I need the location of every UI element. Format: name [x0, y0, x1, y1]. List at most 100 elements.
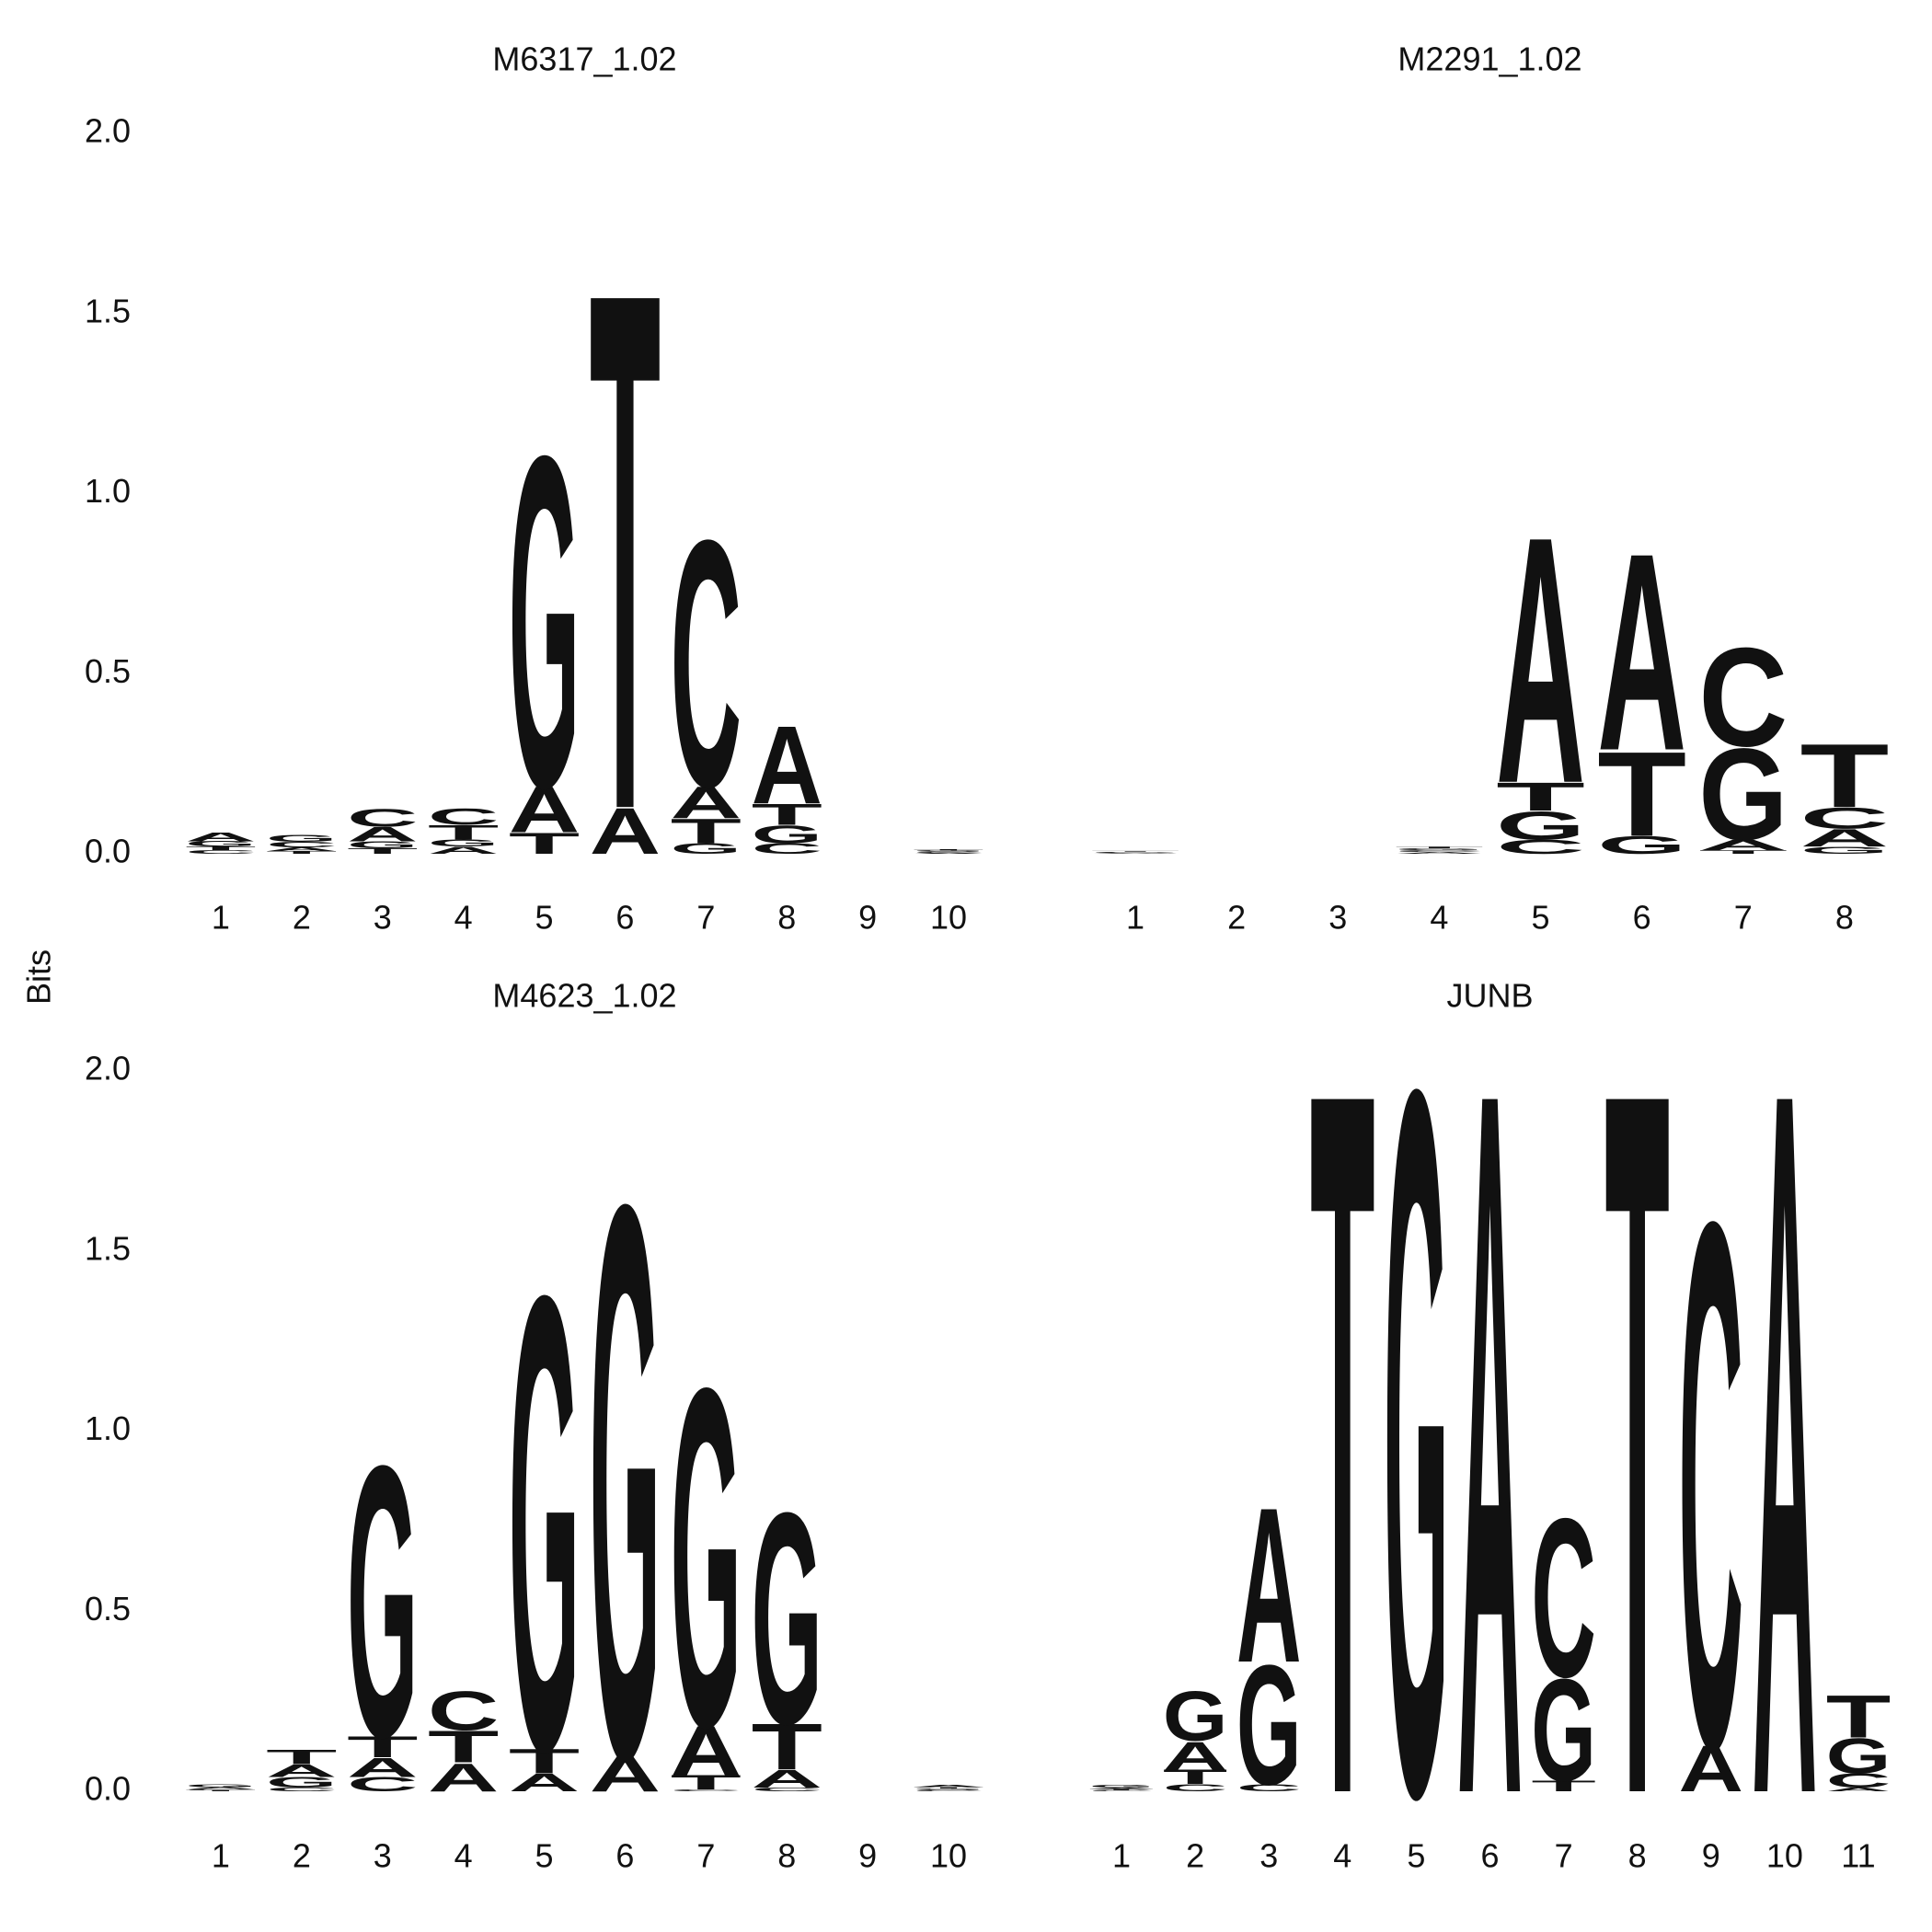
y-tick-label: 2.0 — [85, 1050, 131, 1087]
letter-glyph: T — [185, 1790, 256, 1792]
letter-glyph: C — [185, 849, 256, 855]
x-tick-label: 4 — [454, 1837, 473, 1875]
letter-glyph: A — [1800, 824, 1889, 853]
y-tick-label: 1.5 — [85, 1229, 131, 1267]
letter-glyph: T — [1597, 726, 1686, 861]
letter-glyph: T — [1310, 880, 1374, 1932]
y-tick-label: 1.5 — [85, 292, 131, 329]
letter-glyph: A — [1826, 1787, 1891, 1792]
letter-glyph: G — [185, 840, 256, 848]
letter-glyph: C — [1236, 1782, 1301, 1793]
x-tick-label: 4 — [1430, 899, 1448, 937]
x-tick-label: 3 — [374, 899, 392, 937]
x-tick-label: 3 — [374, 1837, 392, 1875]
letter-glyph: A — [913, 1784, 983, 1788]
letter-glyph: C — [752, 840, 822, 857]
letter-glyph: G — [671, 1289, 742, 1828]
letter-glyph: G — [1531, 1650, 1595, 1812]
letter-glyph: C — [428, 805, 499, 830]
x-tick-label: 8 — [1628, 1837, 1647, 1875]
letter-glyph: T — [913, 1787, 983, 1788]
letter-glyph: C — [913, 1789, 983, 1791]
panel-title: M6317_1.02 — [492, 40, 676, 78]
x-tick-label: 2 — [1227, 899, 1246, 937]
letter-glyph: A — [1753, 880, 1817, 1932]
letter-glyph: C — [428, 1681, 499, 1742]
panel-title: M4623_1.02 — [492, 977, 676, 1015]
letter-glyph: A — [428, 1755, 499, 1800]
x-tick-label: 5 — [535, 1837, 554, 1875]
x-tick-label: 8 — [777, 899, 796, 937]
letter-glyph: A — [1457, 880, 1522, 1932]
letter-glyph: G — [266, 833, 337, 844]
letter-glyph: A — [590, 1746, 661, 1802]
letter-glyph: T — [509, 1742, 580, 1781]
letter-glyph: A — [185, 830, 256, 844]
letter-glyph: A — [1089, 1788, 1154, 1789]
x-tick-label: 2 — [1186, 1837, 1204, 1875]
letter-glyph: C — [185, 1788, 256, 1790]
letter-glyph: C — [1800, 801, 1889, 835]
letter-glyph: G — [752, 821, 822, 849]
letter-glyph: T — [347, 847, 418, 856]
y-tick-label: 0.5 — [85, 1590, 131, 1627]
letter-glyph: T — [1531, 1777, 1595, 1794]
letter-glyph: C — [1089, 1790, 1154, 1792]
letter-glyph: G — [913, 1788, 983, 1789]
x-tick-label: 6 — [1633, 899, 1651, 937]
x-tick-label: 3 — [1259, 1837, 1278, 1875]
letter-glyph: C — [752, 1787, 822, 1792]
letter-glyph: T — [1604, 880, 1669, 1932]
letter-glyph: C — [1091, 852, 1180, 853]
letter-glyph: C — [1395, 850, 1484, 853]
letter-glyph: A — [1395, 852, 1484, 855]
letter-glyph: G — [671, 840, 742, 857]
letter-glyph: G — [509, 359, 580, 886]
x-tick-label: 6 — [615, 1837, 634, 1875]
letter-glyph: C — [1679, 1066, 1743, 1903]
x-tick-label: 7 — [696, 1837, 715, 1875]
letter-glyph: G — [590, 1041, 661, 1923]
panel-title: JUNB — [1446, 977, 1533, 1015]
letter-glyph: T — [1496, 775, 1585, 820]
letter-glyph: T — [1091, 851, 1180, 852]
letter-glyph: T — [1826, 1683, 1891, 1751]
letter-glyph: C — [1496, 835, 1585, 857]
letter-glyph: G — [1236, 1629, 1301, 1821]
x-tick-label: 1 — [1126, 899, 1144, 937]
letter-glyph: A — [752, 705, 822, 828]
letter-glyph: T — [428, 1721, 499, 1772]
letter-glyph: A — [185, 1787, 256, 1789]
letter-glyph: T — [347, 1730, 418, 1764]
letter-glyph: T — [185, 845, 256, 851]
x-tick-label: 10 — [930, 1837, 967, 1875]
x-tick-label: 7 — [1734, 899, 1753, 937]
x-tick-label: 5 — [535, 899, 554, 937]
y-tick-label: 0.0 — [85, 1770, 131, 1808]
letter-glyph: C — [347, 1773, 418, 1795]
letter-glyph: A — [1091, 853, 1180, 854]
letter-glyph: C — [671, 468, 742, 861]
x-tick-label: 4 — [1333, 1837, 1351, 1875]
letter-glyph: A — [509, 1768, 580, 1797]
letter-glyph: T — [509, 826, 580, 860]
x-tick-label: 10 — [1766, 1837, 1803, 1875]
x-tick-label: 9 — [858, 1837, 877, 1875]
letter-glyph: A — [266, 1761, 337, 1780]
letter-glyph: G — [1384, 880, 1448, 1932]
letter-glyph: A — [590, 795, 661, 868]
letter-glyph: T — [1395, 846, 1484, 849]
letter-glyph: G — [1496, 803, 1585, 848]
letter-glyph: G — [1163, 1677, 1227, 1756]
letter-glyph: T — [671, 1771, 742, 1793]
x-tick-label: 11 — [1841, 1837, 1875, 1875]
letter-glyph: T — [671, 811, 742, 851]
letter-glyph: C — [1163, 1782, 1227, 1793]
letter-glyph: A — [347, 1752, 418, 1783]
letter-glyph: C — [266, 841, 337, 849]
x-tick-label: 8 — [777, 1837, 796, 1875]
y-tick-label: 0.5 — [85, 652, 131, 690]
x-tick-label: 5 — [1407, 1837, 1425, 1875]
x-tick-label: 7 — [696, 899, 715, 937]
